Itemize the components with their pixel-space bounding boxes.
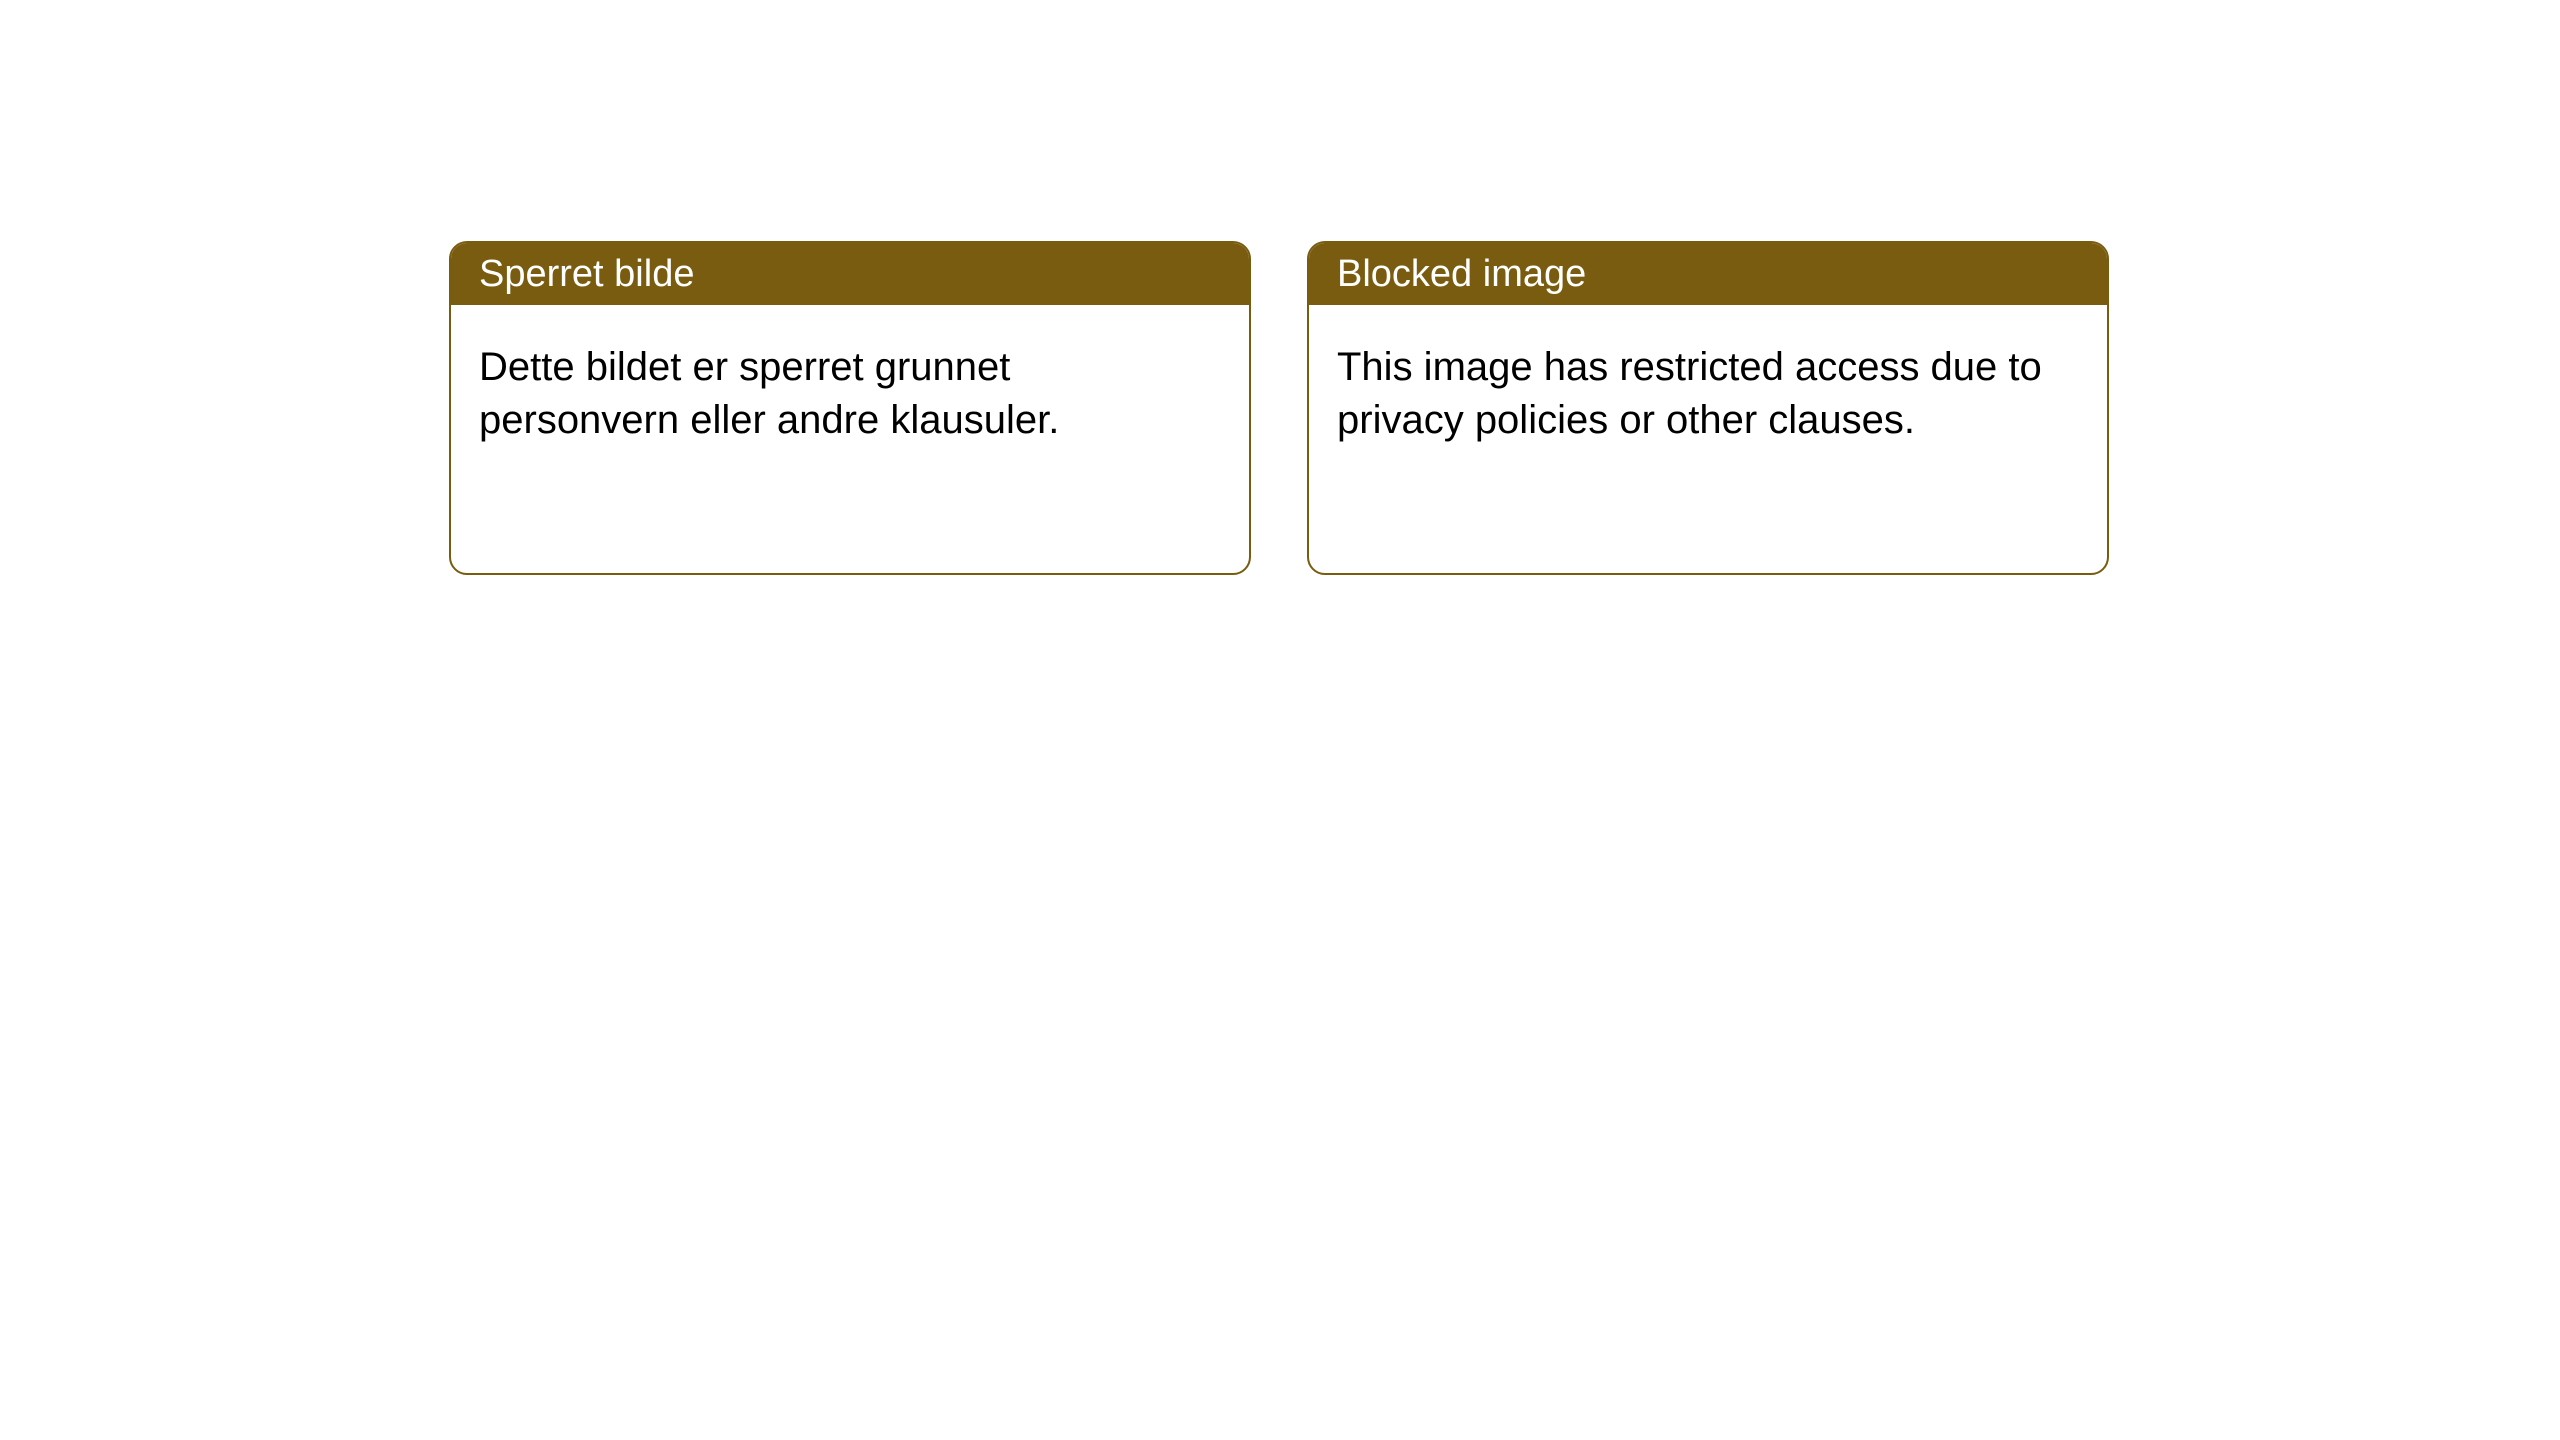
card-body-text: Dette bildet er sperret grunnet personve… xyxy=(479,345,1059,442)
card-body-text: This image has restricted access due to … xyxy=(1337,345,2042,442)
card-header: Blocked image xyxy=(1309,243,2107,305)
card-body: This image has restricted access due to … xyxy=(1309,305,2107,483)
card-blocked-image-no: Sperret bilde Dette bildet er sperret gr… xyxy=(449,241,1251,575)
card-title: Blocked image xyxy=(1337,253,1586,296)
card-title: Sperret bilde xyxy=(479,253,694,296)
card-blocked-image-en: Blocked image This image has restricted … xyxy=(1307,241,2109,575)
card-header: Sperret bilde xyxy=(451,243,1249,305)
card-body: Dette bildet er sperret grunnet personve… xyxy=(451,305,1249,483)
cards-container: Sperret bilde Dette bildet er sperret gr… xyxy=(449,241,2109,575)
